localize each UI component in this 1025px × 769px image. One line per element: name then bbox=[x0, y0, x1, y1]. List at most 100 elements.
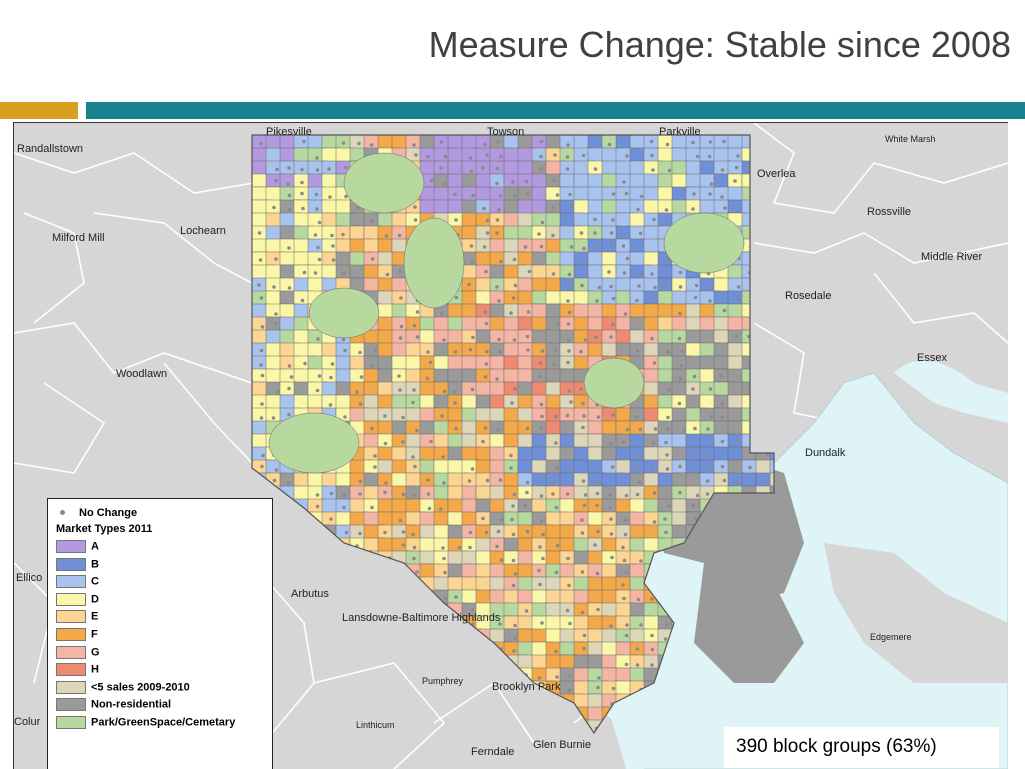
no-change-dot bbox=[722, 139, 726, 144]
no-change-dot bbox=[579, 387, 583, 391]
no-change-dot bbox=[511, 504, 515, 508]
no-change-dot bbox=[329, 491, 334, 496]
no-change-dot bbox=[509, 311, 513, 315]
no-change-dot bbox=[541, 532, 545, 537]
no-change-dot bbox=[611, 218, 615, 222]
no-change-dot bbox=[568, 674, 572, 678]
no-change-dot bbox=[639, 272, 643, 276]
legend-item: <5 sales 2009-2010 bbox=[56, 680, 190, 695]
no-change-dot bbox=[538, 361, 543, 365]
block-group bbox=[531, 199, 547, 215]
no-change-dot bbox=[401, 492, 406, 497]
no-change-dot bbox=[470, 387, 475, 392]
no-change-dot bbox=[441, 546, 445, 550]
no-change-dot bbox=[429, 178, 434, 183]
block-group bbox=[517, 654, 534, 670]
no-change-dot bbox=[709, 414, 714, 419]
block-group bbox=[363, 368, 381, 383]
no-change-dot bbox=[609, 335, 613, 339]
no-change-dot bbox=[370, 426, 374, 431]
no-change-dot bbox=[358, 492, 362, 496]
no-change-dot bbox=[426, 492, 431, 496]
no-change-dot bbox=[259, 363, 263, 367]
no-change-dot bbox=[664, 208, 669, 212]
land-sparrows-point bbox=[694, 563, 804, 683]
block-group bbox=[321, 135, 338, 149]
no-change-dot bbox=[580, 610, 585, 615]
no-change-dot bbox=[511, 296, 516, 300]
block-group bbox=[545, 446, 561, 462]
no-change-dot bbox=[401, 415, 405, 420]
legend-swatch bbox=[56, 645, 86, 659]
no-change-dot bbox=[481, 516, 485, 521]
no-change-dot bbox=[567, 272, 572, 277]
no-change-dot bbox=[495, 181, 499, 186]
no-change-dot bbox=[736, 298, 741, 302]
no-change-dot bbox=[581, 425, 585, 430]
no-change-dot bbox=[583, 493, 588, 497]
no-change-dot bbox=[344, 165, 348, 170]
no-change-dot bbox=[439, 507, 443, 511]
no-change-dot bbox=[665, 467, 670, 471]
no-change-dot bbox=[621, 234, 626, 238]
no-change-dot bbox=[566, 556, 570, 561]
no-change-dot bbox=[412, 388, 416, 392]
no-change-dot bbox=[512, 492, 517, 497]
no-change-dot bbox=[539, 402, 544, 407]
block-group bbox=[531, 459, 548, 474]
no-change-dot bbox=[611, 413, 615, 417]
map-canvas bbox=[14, 123, 1008, 769]
no-change-dot bbox=[580, 283, 584, 288]
legend-label: B bbox=[91, 558, 99, 570]
no-change-dot bbox=[608, 506, 613, 510]
no-change-dot bbox=[453, 192, 457, 197]
no-change-dot bbox=[524, 609, 529, 613]
no-change-dot bbox=[625, 154, 629, 158]
no-change-dot bbox=[636, 207, 640, 212]
no-change-dot bbox=[708, 299, 712, 303]
park-area bbox=[308, 287, 380, 339]
no-change-dot bbox=[399, 296, 403, 300]
block-group bbox=[293, 251, 311, 266]
no-change-dot bbox=[328, 403, 333, 407]
no-change-dot bbox=[565, 155, 570, 159]
no-change-dot bbox=[579, 349, 583, 354]
no-change-dot bbox=[383, 414, 387, 418]
no-change-dot bbox=[607, 270, 611, 274]
no-change-dot bbox=[483, 310, 488, 314]
no-change-dot bbox=[426, 154, 430, 159]
no-change-dot bbox=[663, 284, 667, 289]
no-change-dot bbox=[609, 441, 613, 446]
no-change-dot bbox=[609, 243, 614, 248]
no-change-dot bbox=[736, 285, 741, 289]
no-change-dot bbox=[540, 621, 544, 625]
no-change-dot bbox=[650, 336, 654, 341]
legend-item: Non-residential bbox=[56, 698, 171, 712]
no-change-dot bbox=[691, 140, 695, 145]
legend-label: A bbox=[91, 540, 99, 553]
no-change-dot bbox=[581, 153, 586, 158]
no-change-dot bbox=[511, 558, 516, 563]
no-change-dot bbox=[611, 192, 616, 196]
no-change-dot bbox=[635, 663, 640, 667]
no-change-dot bbox=[483, 142, 487, 147]
no-change-dot bbox=[287, 246, 291, 250]
no-change-dot bbox=[398, 269, 403, 274]
park-area bbox=[663, 212, 745, 274]
no-change-dot bbox=[692, 192, 696, 196]
no-change-dot bbox=[454, 218, 458, 222]
no-change-dot bbox=[567, 583, 571, 588]
legend-label: G bbox=[91, 646, 100, 658]
no-change-dot bbox=[540, 414, 544, 419]
no-change-dot bbox=[317, 374, 322, 378]
no-change-dot bbox=[551, 205, 555, 210]
no-change-dot bbox=[539, 166, 543, 171]
no-change-dot bbox=[313, 233, 318, 237]
place-label-arbutus: Arbutus bbox=[291, 588, 329, 600]
no-change-dot bbox=[565, 167, 570, 171]
no-change-dot bbox=[596, 529, 600, 534]
no-change-dot bbox=[720, 439, 725, 444]
no-change-dot bbox=[471, 335, 475, 340]
no-change-dot bbox=[275, 389, 280, 394]
no-change-dot bbox=[467, 479, 472, 483]
